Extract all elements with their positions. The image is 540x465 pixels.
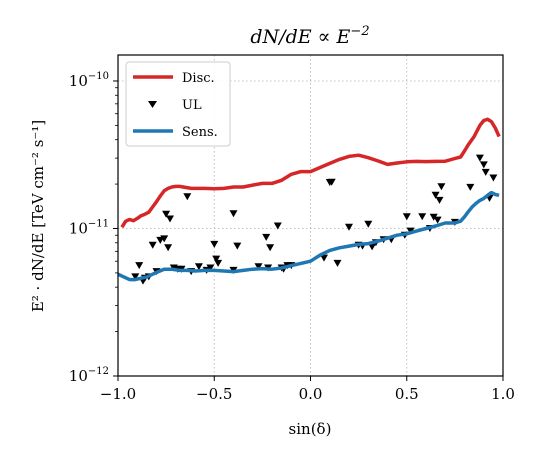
ul-marker [481,168,490,176]
ul-marker [431,191,440,199]
ul-marker [266,244,275,252]
y-tick-label: 10−10 [69,71,109,90]
ul-marker [479,161,488,169]
y-tick-label: 10−11 [69,218,109,237]
x-tick-label: 1.0 [491,385,515,403]
series-line-sens [117,190,500,282]
plot-area [117,117,501,285]
ul-marker [327,178,336,186]
axis-ticks: −1.0 −0.5 0.0 0.5 1.0 10−12 10−11 10−10 [69,71,515,403]
ul-marker [466,183,475,191]
ul-marker [364,220,373,228]
ul-marker [148,241,157,249]
legend-ul-marker [148,101,157,108]
ul-marker [206,264,215,272]
ul-marker [233,242,242,250]
ul-marker [333,259,342,267]
ul-marker [214,259,223,267]
legend-ul-label: UL [182,98,202,113]
ul-marker [418,213,427,221]
legend: Disc. UL Sens. [125,61,231,147]
ul-marker [131,273,140,281]
ul-marker [368,243,377,251]
x-tick-label: 0.0 [299,385,323,403]
ul-marker [210,240,219,248]
x-tick-label: −1.0 [100,385,136,403]
x-axis-label: sin(δ) [289,420,332,438]
ul-marker [437,183,446,191]
ul-marker [229,210,238,218]
ul-marker [402,213,411,221]
legend-sens-label: Sens. [182,125,218,140]
legend-box [125,61,231,147]
ul-marker [262,233,271,241]
ul-marker [183,193,192,201]
y-axis-label: E² · dN/dE [TeV cm⁻² s⁻¹] [29,120,47,312]
ul-marker [273,222,282,230]
ul-marker [429,213,438,221]
x-tick-label: 0.5 [395,385,419,403]
ul-marker [254,263,263,271]
ul-marker [212,255,221,263]
ul-marker [162,210,171,218]
legend-disc-label: Disc. [182,71,215,86]
y-tick-label: 10−12 [69,366,109,385]
ul-marker [194,263,203,271]
ul-marker [345,223,353,231]
x-tick-label: −0.5 [196,385,232,403]
ul-marker [475,154,484,162]
ul-marker [160,235,169,243]
ul-marker [135,262,144,270]
ul-marker [320,254,328,262]
ul-marker [489,174,498,182]
chart-title: dN/dE ∝ E−2 [250,24,369,48]
ul-marker [166,215,174,223]
series-line-disc [120,117,501,229]
ul-marker [435,196,444,204]
ul-marker [164,244,173,252]
ul-marker [433,216,442,224]
